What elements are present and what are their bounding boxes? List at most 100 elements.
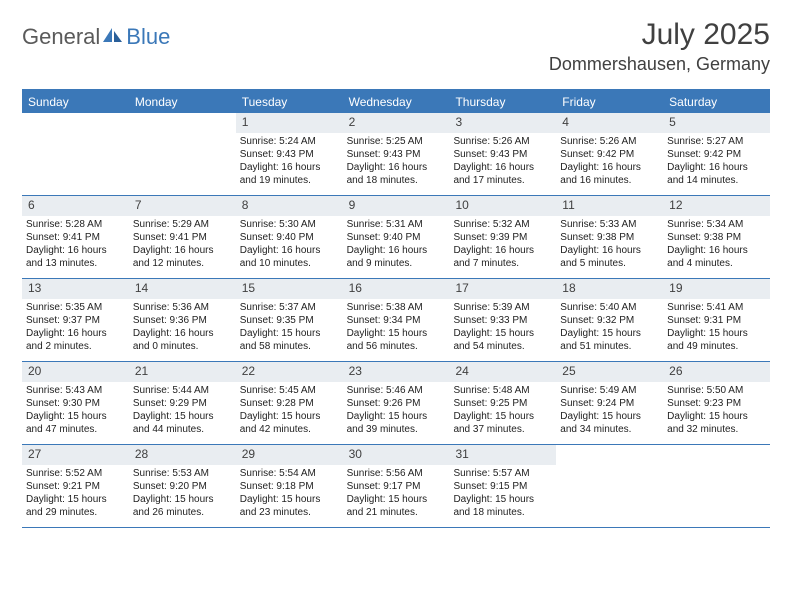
sunrise-text: Sunrise: 5:35 AM (26, 301, 125, 314)
daylight-text: Daylight: 15 hours and 44 minutes. (133, 410, 232, 436)
day-body: Sunrise: 5:33 AMSunset: 9:38 PMDaylight:… (556, 216, 663, 274)
day-body: Sunrise: 5:39 AMSunset: 9:33 PMDaylight:… (449, 299, 556, 357)
sunset-text: Sunset: 9:41 PM (133, 231, 232, 244)
sunrise-text: Sunrise: 5:49 AM (560, 384, 659, 397)
daylight-text: Daylight: 15 hours and 23 minutes. (240, 493, 339, 519)
sunset-text: Sunset: 9:24 PM (560, 397, 659, 410)
sunset-text: Sunset: 9:40 PM (347, 231, 446, 244)
logo: General Blue (22, 18, 170, 50)
daylight-text: Daylight: 15 hours and 26 minutes. (133, 493, 232, 519)
day-cell: 1Sunrise: 5:24 AMSunset: 9:43 PMDaylight… (236, 113, 343, 195)
sunset-text: Sunset: 9:37 PM (26, 314, 125, 327)
day-number: 9 (343, 196, 450, 216)
day-body: Sunrise: 5:43 AMSunset: 9:30 PMDaylight:… (22, 382, 129, 440)
sunrise-text: Sunrise: 5:37 AM (240, 301, 339, 314)
week-row: 13Sunrise: 5:35 AMSunset: 9:37 PMDayligh… (22, 279, 770, 362)
day-cell: 9 Sunrise: 5:31 AMSunset: 9:40 PMDaylight… (343, 196, 450, 278)
month-title: July 2025 (549, 18, 770, 52)
weekday-header: Thursday (449, 91, 556, 113)
daylight-text: Daylight: 15 hours and 42 minutes. (240, 410, 339, 436)
sunrise-text: Sunrise: 5:39 AM (453, 301, 552, 314)
daylight-text: Daylight: 15 hours and 34 minutes. (560, 410, 659, 436)
sunrise-text: Sunrise: 5:54 AM (240, 467, 339, 480)
sunset-text: Sunset: 9:30 PM (26, 397, 125, 410)
day-body: Sunrise: 5:34 AMSunset: 9:38 PMDaylight:… (663, 216, 770, 274)
day-body: Sunrise: 5:35 AMSunset: 9:37 PMDaylight:… (22, 299, 129, 357)
sunset-text: Sunset: 9:21 PM (26, 480, 125, 493)
day-cell: 16Sunrise: 5:38 AMSunset: 9:34 PMDayligh… (343, 279, 450, 361)
daylight-text: Daylight: 16 hours and 19 minutes. (240, 161, 339, 187)
sunset-text: Sunset: 9:17 PM (347, 480, 446, 493)
day-body: Sunrise: 5:27 AMSunset: 9:42 PMDaylight:… (663, 133, 770, 191)
sunset-text: Sunset: 9:39 PM (453, 231, 552, 244)
day-cell: 10Sunrise: 5:32 AMSunset: 9:39 PMDayligh… (449, 196, 556, 278)
daylight-text: Daylight: 15 hours and 56 minutes. (347, 327, 446, 353)
sunset-text: Sunset: 9:38 PM (667, 231, 766, 244)
day-cell: 3Sunrise: 5:26 AMSunset: 9:43 PMDaylight… (449, 113, 556, 195)
sunset-text: Sunset: 9:29 PM (133, 397, 232, 410)
sunrise-text: Sunrise: 5:53 AM (133, 467, 232, 480)
daylight-text: Daylight: 16 hours and 17 minutes. (453, 161, 552, 187)
sunrise-text: Sunrise: 5:40 AM (560, 301, 659, 314)
day-cell (22, 113, 129, 195)
day-number: 19 (663, 279, 770, 299)
weeks-container: 1Sunrise: 5:24 AMSunset: 9:43 PMDaylight… (22, 113, 770, 528)
day-body: Sunrise: 5:45 AMSunset: 9:28 PMDaylight:… (236, 382, 343, 440)
daylight-text: Daylight: 15 hours and 21 minutes. (347, 493, 446, 519)
day-body: Sunrise: 5:49 AMSunset: 9:24 PMDaylight:… (556, 382, 663, 440)
day-cell: 20Sunrise: 5:43 AMSunset: 9:30 PMDayligh… (22, 362, 129, 444)
weekday-header: Saturday (663, 91, 770, 113)
weekday-header: Friday (556, 91, 663, 113)
day-cell: 24Sunrise: 5:48 AMSunset: 9:25 PMDayligh… (449, 362, 556, 444)
sunrise-text: Sunrise: 5:25 AM (347, 135, 446, 148)
day-number: 31 (449, 445, 556, 465)
daylight-text: Daylight: 16 hours and 0 minutes. (133, 327, 232, 353)
sunrise-text: Sunrise: 5:50 AM (667, 384, 766, 397)
day-cell: 14Sunrise: 5:36 AMSunset: 9:36 PMDayligh… (129, 279, 236, 361)
sunrise-text: Sunrise: 5:46 AM (347, 384, 446, 397)
daylight-text: Daylight: 15 hours and 37 minutes. (453, 410, 552, 436)
sunrise-text: Sunrise: 5:30 AM (240, 218, 339, 231)
day-number: 30 (343, 445, 450, 465)
day-cell: 2Sunrise: 5:25 AMSunset: 9:43 PMDaylight… (343, 113, 450, 195)
day-number: 16 (343, 279, 450, 299)
daylight-text: Daylight: 15 hours and 18 minutes. (453, 493, 552, 519)
day-body: Sunrise: 5:36 AMSunset: 9:36 PMDaylight:… (129, 299, 236, 357)
calendar-page: General Blue July 2025 Dommershausen, Ge… (0, 0, 792, 546)
day-number: 20 (22, 362, 129, 382)
day-cell: 17Sunrise: 5:39 AMSunset: 9:33 PMDayligh… (449, 279, 556, 361)
day-cell: 21Sunrise: 5:44 AMSunset: 9:29 PMDayligh… (129, 362, 236, 444)
day-cell: 19Sunrise: 5:41 AMSunset: 9:31 PMDayligh… (663, 279, 770, 361)
day-number: 26 (663, 362, 770, 382)
daylight-text: Daylight: 16 hours and 13 minutes. (26, 244, 125, 270)
sunset-text: Sunset: 9:26 PM (347, 397, 446, 410)
day-cell: 23Sunrise: 5:46 AMSunset: 9:26 PMDayligh… (343, 362, 450, 444)
sunrise-text: Sunrise: 5:43 AM (26, 384, 125, 397)
day-number: 6 (22, 196, 129, 216)
sunrise-text: Sunrise: 5:56 AM (347, 467, 446, 480)
day-body: Sunrise: 5:26 AMSunset: 9:43 PMDaylight:… (449, 133, 556, 191)
day-cell: 5Sunrise: 5:27 AMSunset: 9:42 PMDaylight… (663, 113, 770, 195)
sunset-text: Sunset: 9:42 PM (560, 148, 659, 161)
day-number: 14 (129, 279, 236, 299)
sunrise-text: Sunrise: 5:52 AM (26, 467, 125, 480)
day-body: Sunrise: 5:52 AMSunset: 9:21 PMDaylight:… (22, 465, 129, 523)
sunrise-text: Sunrise: 5:34 AM (667, 218, 766, 231)
week-row: 27Sunrise: 5:52 AMSunset: 9:21 PMDayligh… (22, 445, 770, 528)
day-body: Sunrise: 5:48 AMSunset: 9:25 PMDaylight:… (449, 382, 556, 440)
day-number: 7 (129, 196, 236, 216)
sunset-text: Sunset: 9:20 PM (133, 480, 232, 493)
daylight-text: Daylight: 15 hours and 58 minutes. (240, 327, 339, 353)
day-cell: 28Sunrise: 5:53 AMSunset: 9:20 PMDayligh… (129, 445, 236, 527)
day-number: 24 (449, 362, 556, 382)
daylight-text: Daylight: 16 hours and 9 minutes. (347, 244, 446, 270)
day-number: 11 (556, 196, 663, 216)
sunrise-text: Sunrise: 5:48 AM (453, 384, 552, 397)
location-label: Dommershausen, Germany (549, 54, 770, 75)
day-body: Sunrise: 5:54 AMSunset: 9:18 PMDaylight:… (236, 465, 343, 523)
day-body: Sunrise: 5:38 AMSunset: 9:34 PMDaylight:… (343, 299, 450, 357)
sunrise-text: Sunrise: 5:44 AM (133, 384, 232, 397)
sunrise-text: Sunrise: 5:31 AM (347, 218, 446, 231)
day-number: 22 (236, 362, 343, 382)
day-number: 13 (22, 279, 129, 299)
